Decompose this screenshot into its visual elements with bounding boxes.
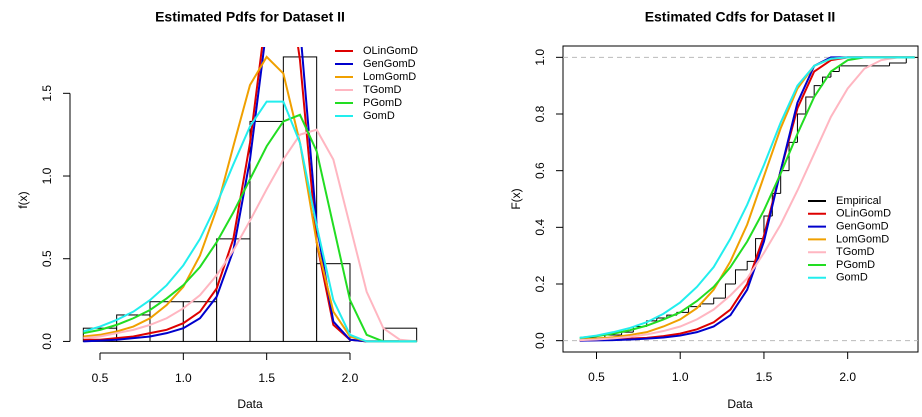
x-tick-label: 1.5 [756, 370, 773, 384]
legend-label: GenGomD [363, 58, 416, 70]
ecdf-step [734, 269, 748, 284]
x-tick-label: 0.5 [588, 370, 605, 384]
legend-label: TGomD [836, 246, 875, 258]
ecdf-step [780, 170, 790, 194]
legend-label: Empirical [836, 195, 881, 207]
y-tick-label: 0.0 [533, 332, 547, 349]
y-tick-label: 0.4 [533, 219, 547, 236]
y-tick-label: 0.8 [533, 105, 547, 122]
y-tick-label: 1.0 [533, 49, 547, 66]
x-tick-label: 1.0 [175, 371, 192, 385]
x-tick-label: 0.5 [92, 371, 109, 385]
y-tick-label: 0.5 [40, 250, 54, 267]
x-tick-label: 2.0 [342, 371, 359, 385]
y-tick-label: 0.0 [40, 333, 54, 350]
plot-area [82, 47, 418, 343]
y-tick-label: 1.0 [40, 167, 54, 184]
ecdf-step [755, 238, 764, 262]
y-tick-label: 0.2 [533, 275, 547, 292]
y-tick-label: 0.6 [533, 162, 547, 179]
curve [83, 128, 417, 343]
x-axis-label: Data [727, 397, 753, 411]
ecdf-step [830, 71, 840, 78]
curve [579, 56, 915, 342]
histogram-bar [182, 301, 218, 342]
legend-label: PGomD [836, 259, 875, 271]
ecdf-step [713, 297, 726, 304]
legend-label: GenGomD [836, 221, 889, 233]
curve [83, 100, 417, 343]
ecdf-step [889, 62, 907, 66]
chart-title: Estimated Cdfs for Dataset II [645, 9, 836, 25]
legend-label: TGomD [363, 84, 402, 96]
legend-label: LomGomD [836, 233, 889, 245]
x-tick-label: 2.0 [839, 370, 856, 384]
curve [83, 47, 417, 343]
legend-label: GomD [363, 110, 395, 122]
histogram-bar [249, 120, 284, 342]
curve [579, 56, 915, 339]
legend-label: LomGomD [363, 71, 416, 83]
curve [83, 113, 417, 343]
legend-label: OLinGomD [836, 208, 891, 220]
x-axis-label: Data [237, 397, 263, 411]
ecdf-step [746, 260, 756, 270]
legend-label: OLinGomD [363, 45, 418, 57]
y-axis-label: f(x) [16, 191, 30, 208]
chart-title: Estimated Pdfs for Dataset II [155, 9, 345, 25]
x-tick-label: 1.5 [258, 371, 275, 385]
ecdf-step [813, 85, 823, 97]
histogram-bar [216, 238, 251, 342]
x-tick-label: 1.0 [672, 370, 689, 384]
ecdf-step [724, 283, 736, 299]
y-tick-label: 1.5 [40, 85, 54, 102]
legend-label: GomD [836, 272, 868, 284]
ecdf-step [788, 141, 798, 171]
ecdf-step [805, 96, 815, 114]
legend-label: PGomD [363, 97, 402, 109]
plot-area [563, 56, 918, 342]
ecdf-step [699, 303, 714, 307]
y-axis-label: F(x) [509, 188, 523, 209]
